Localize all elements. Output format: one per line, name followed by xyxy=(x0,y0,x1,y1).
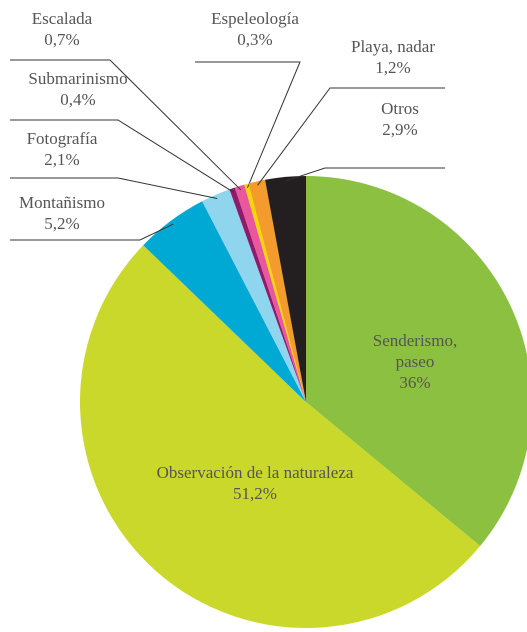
category-name: Fotografía xyxy=(26,129,98,148)
pie-slice xyxy=(306,176,527,547)
category-name: Montañismo xyxy=(19,193,105,212)
leader-line xyxy=(257,87,445,186)
pie-slice xyxy=(244,183,306,402)
leader-line xyxy=(10,59,242,191)
slice-label: Submarinismo 0,4% xyxy=(28,68,127,110)
pie-slice xyxy=(229,187,306,402)
category-name: Espeleología xyxy=(211,9,299,28)
leader-line xyxy=(10,177,218,200)
slice-label: Montañismo 5,2% xyxy=(19,192,105,234)
leader-line xyxy=(10,119,234,193)
slice-label: Fotografía 2,1% xyxy=(27,128,98,170)
pie-slice xyxy=(202,189,306,402)
pie-slice xyxy=(265,176,306,402)
pie-slice xyxy=(79,245,481,629)
value-label: 2,9% xyxy=(382,120,418,139)
slice-label: Observación de la naturaleza 51,2% xyxy=(155,462,355,504)
pie-slice xyxy=(234,184,306,402)
value-label: 51,2% xyxy=(233,484,277,503)
pie-slice xyxy=(248,179,306,402)
value-label: 2,1% xyxy=(44,150,80,169)
slice-label: Playa, nadar 1,2% xyxy=(351,36,435,78)
category-name: Otros xyxy=(381,99,419,118)
category-name: Observación de la naturaleza xyxy=(156,463,354,482)
slice-label: Senderismo, paseo 36% xyxy=(359,330,471,393)
leader-line xyxy=(285,167,445,182)
category-name: Senderismo, paseo xyxy=(372,331,458,371)
value-label: 5,2% xyxy=(44,214,80,233)
category-name: Submarinismo xyxy=(28,69,128,88)
category-name: Playa, nadar xyxy=(350,37,436,56)
slice-label: Otros 2,9% xyxy=(381,98,419,140)
leader-line xyxy=(195,61,301,189)
pie-slice xyxy=(143,201,306,402)
value-label: 0,3% xyxy=(237,30,273,49)
slice-label: Escalada 0,7% xyxy=(32,8,92,50)
value-label: 36% xyxy=(399,373,431,392)
value-label: 0,7% xyxy=(44,30,80,49)
value-label: 1,2% xyxy=(375,58,411,77)
slice-label: Espeleología 0,3% xyxy=(211,8,299,50)
value-label: 0,4% xyxy=(60,90,96,109)
leader-line xyxy=(10,223,174,241)
category-name: Escalada xyxy=(31,9,93,28)
